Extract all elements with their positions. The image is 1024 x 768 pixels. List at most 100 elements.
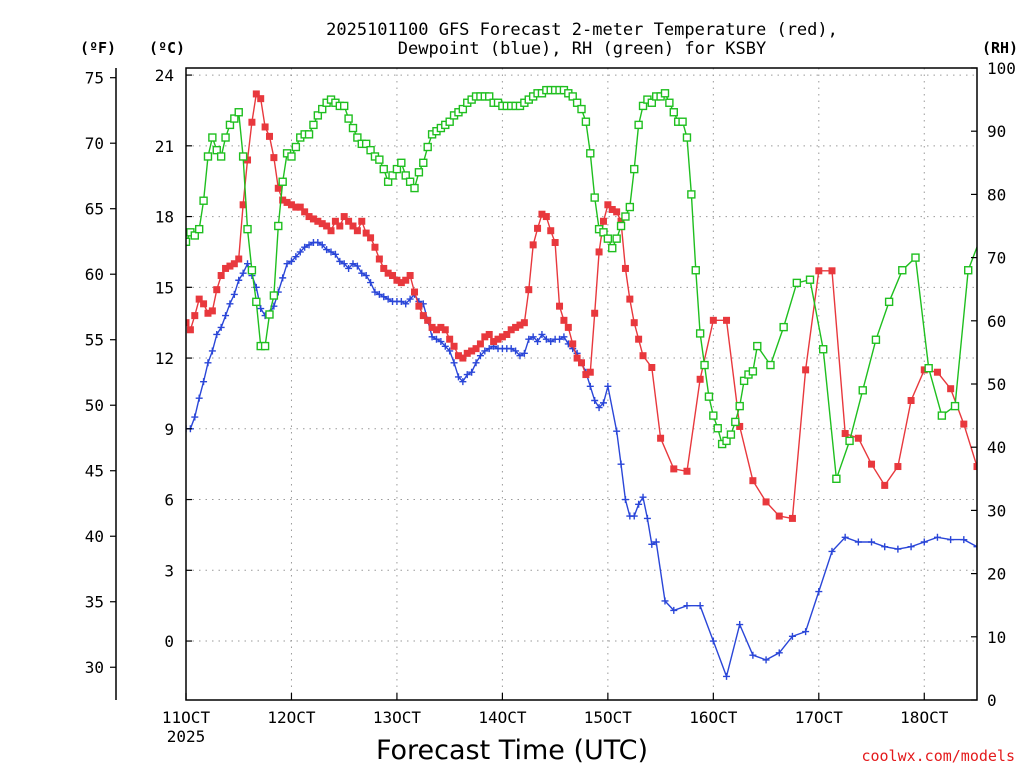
data-point (379, 164, 388, 174)
data-point (731, 417, 740, 427)
data-point (564, 323, 572, 331)
data-point (428, 323, 436, 331)
data-point (424, 316, 432, 324)
rh-tick-label: 20 (987, 565, 1006, 584)
data-point (683, 602, 691, 610)
data-point (278, 177, 287, 186)
data-point (911, 253, 920, 262)
axis-ticks: 0 3 6 9 12 15 18 21 24 30 35 40 45 50 55 60 65 70 75 0 10 20 3… (85, 59, 1016, 746)
data-point (454, 352, 462, 360)
fahrenheit-unit-label: (ºF) (80, 39, 116, 57)
data-point (428, 333, 436, 341)
data-point (604, 201, 612, 209)
data-point (485, 345, 493, 353)
data-point (695, 329, 705, 338)
data-point (458, 104, 468, 114)
data-point (924, 364, 933, 373)
data-point (204, 309, 212, 317)
data-point (222, 264, 230, 272)
fahrenheit-tick-label: 35 (85, 593, 104, 612)
data-point (599, 217, 607, 225)
data-point (327, 248, 335, 256)
data-point (323, 222, 331, 230)
data-point (238, 152, 248, 161)
data-point (353, 133, 362, 142)
data-point (213, 330, 221, 338)
data-point (722, 436, 731, 446)
data-point (858, 386, 867, 395)
data-point (572, 98, 582, 107)
data-point (512, 323, 520, 331)
data-point (582, 371, 590, 379)
data-point (933, 368, 941, 376)
data-point (397, 279, 405, 287)
data-point (683, 467, 691, 475)
data-point (529, 241, 537, 249)
data-point (340, 260, 348, 268)
data-point (603, 234, 613, 243)
data-point (973, 543, 977, 551)
data-point (638, 101, 648, 111)
celsius-tick-label: 18 (155, 208, 174, 227)
data-point (534, 338, 542, 346)
data-point (384, 269, 392, 277)
data-point (538, 330, 546, 338)
data-point (269, 291, 279, 300)
data-point (670, 465, 678, 473)
data-point (987, 491, 994, 498)
data-point (441, 326, 449, 334)
data-point (788, 514, 796, 522)
data-point (383, 177, 393, 186)
data-point (485, 330, 493, 338)
data-point (516, 352, 524, 360)
data-point (779, 322, 788, 332)
data-point (437, 338, 445, 346)
x-tick-label: 11OCT (162, 708, 211, 727)
data-point (348, 123, 358, 133)
data-point (230, 290, 238, 298)
data-point (406, 272, 414, 280)
data-point (392, 164, 402, 174)
data-point (709, 411, 718, 420)
data-point (687, 190, 696, 199)
data-point (590, 193, 599, 202)
data-point (309, 120, 318, 130)
data-point (265, 132, 273, 140)
data-point (318, 220, 326, 228)
data-point (313, 111, 323, 120)
data-point (634, 120, 643, 130)
data-point (1017, 207, 1024, 214)
data-point (626, 295, 634, 303)
data-point (841, 430, 849, 438)
data-point (691, 266, 700, 275)
data-point (340, 101, 349, 111)
data-point (194, 224, 204, 234)
data-point (960, 420, 968, 428)
data-point (696, 375, 704, 383)
data-point (217, 323, 225, 331)
data-point (472, 359, 480, 367)
data-point (868, 538, 876, 546)
celsius-tick-label: 21 (155, 137, 174, 156)
series-2-meter-temperature (186, 90, 994, 522)
data-point (389, 272, 397, 280)
data-point (419, 158, 428, 168)
data-point (845, 436, 854, 446)
fahrenheit-tick-label: 45 (85, 462, 104, 481)
data-point (991, 204, 998, 211)
data-point (463, 349, 471, 357)
data-point (472, 345, 480, 353)
data-point (802, 366, 810, 374)
data-point (274, 184, 282, 192)
data-point (414, 168, 424, 177)
data-point (749, 477, 757, 485)
data-point (898, 266, 907, 275)
data-point (700, 360, 709, 370)
data-point (621, 264, 629, 272)
data-point (208, 133, 217, 142)
data-point (907, 397, 915, 405)
data-point (345, 217, 353, 225)
data-point (445, 117, 454, 126)
data-point (252, 297, 261, 307)
